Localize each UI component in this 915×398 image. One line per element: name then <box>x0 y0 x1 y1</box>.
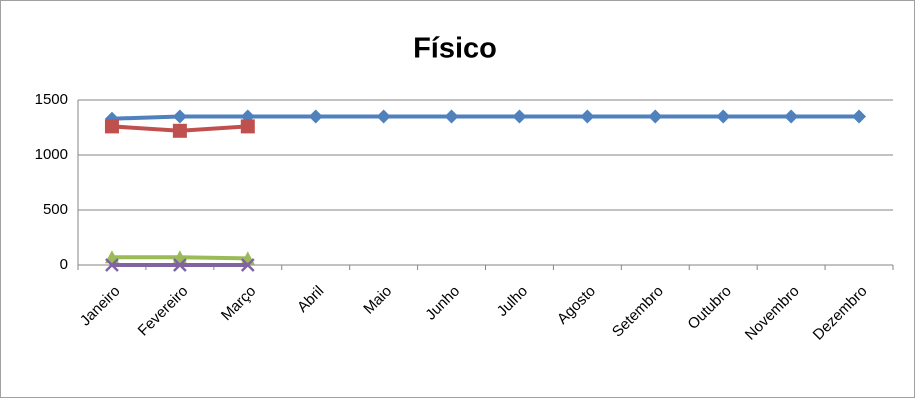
data-point <box>172 258 187 272</box>
data-point <box>240 258 255 272</box>
data-point <box>648 109 663 124</box>
y-tick-label: 1000 <box>35 146 68 163</box>
data-point <box>580 109 595 124</box>
data-point <box>240 119 255 134</box>
data-point <box>376 109 391 124</box>
data-point <box>172 123 187 138</box>
data-point <box>104 119 119 134</box>
data-point <box>105 258 119 272</box>
y-tick-label: 500 <box>43 201 68 218</box>
data-point <box>784 109 799 124</box>
series-line <box>111 114 860 121</box>
y-tick-label: 0 <box>60 256 68 273</box>
data-point <box>852 109 867 124</box>
data-point <box>308 109 323 124</box>
data-point <box>716 109 731 124</box>
data-point <box>172 109 187 124</box>
data-point <box>444 109 459 124</box>
chart-title: Físico <box>413 33 497 65</box>
data-point <box>512 109 527 124</box>
y-tick-label: 1500 <box>35 91 68 108</box>
